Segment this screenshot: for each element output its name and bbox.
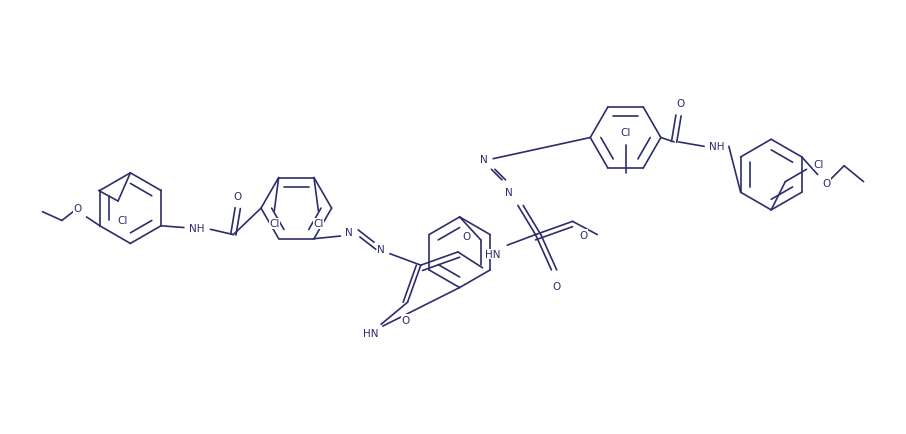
Text: Cl: Cl	[117, 216, 128, 226]
Text: O: O	[579, 230, 587, 240]
Text: Cl: Cl	[313, 219, 323, 229]
Text: Cl: Cl	[814, 160, 824, 170]
Text: N: N	[480, 155, 488, 164]
Text: O: O	[73, 204, 82, 214]
Text: Cl: Cl	[621, 128, 631, 138]
Text: Cl: Cl	[269, 219, 279, 229]
Text: O: O	[463, 231, 471, 241]
Text: O: O	[553, 281, 561, 291]
Text: O: O	[401, 315, 410, 325]
Text: O: O	[676, 99, 684, 109]
Text: HN: HN	[486, 250, 501, 260]
Text: N: N	[506, 188, 513, 198]
Text: N: N	[377, 245, 385, 255]
Text: O: O	[234, 191, 242, 201]
Text: HN: HN	[362, 329, 378, 339]
Text: N: N	[345, 227, 353, 237]
Text: NH: NH	[188, 223, 204, 233]
Text: O: O	[823, 179, 831, 189]
Text: NH: NH	[708, 142, 724, 152]
